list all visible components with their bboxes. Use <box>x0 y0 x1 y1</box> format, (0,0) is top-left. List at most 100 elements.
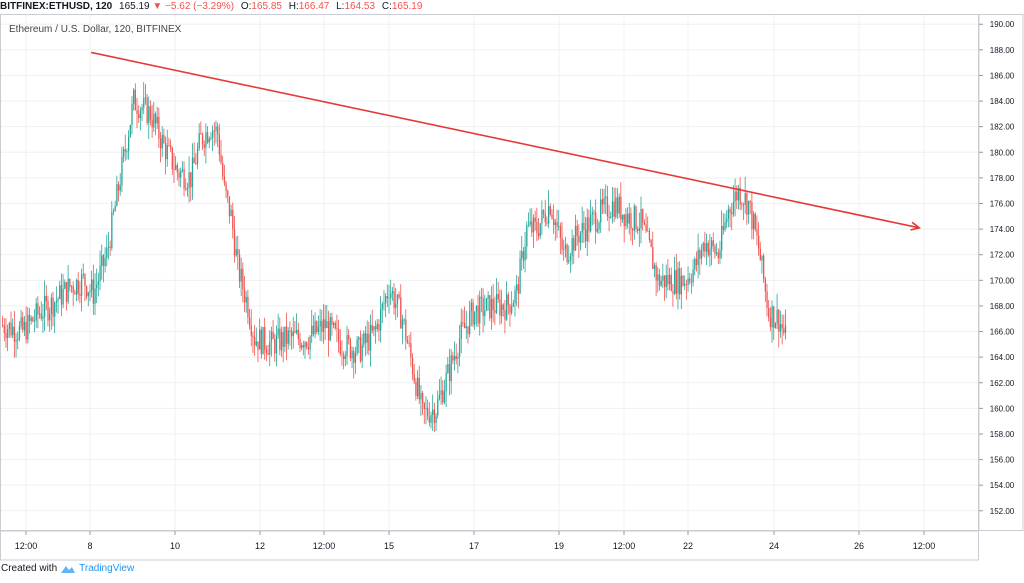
candle <box>489 294 491 321</box>
candle <box>766 283 768 317</box>
candle <box>329 312 331 342</box>
candles <box>2 82 787 433</box>
candle <box>223 164 226 187</box>
candle <box>47 295 49 327</box>
x-tick-label: 12:00 <box>15 541 38 551</box>
trendline[interactable] <box>90 51 920 229</box>
candle <box>438 379 441 401</box>
candle <box>312 315 315 337</box>
candle <box>190 172 192 202</box>
y-tick-label: 156.00 <box>990 456 1015 465</box>
candle <box>526 221 528 260</box>
candle <box>164 136 167 175</box>
candle <box>97 272 100 297</box>
candle <box>447 356 449 375</box>
x-tick-label: 8 <box>87 541 92 551</box>
candle <box>324 304 326 341</box>
candle <box>171 146 173 175</box>
candle <box>591 206 593 226</box>
candle <box>687 266 689 292</box>
candle <box>559 222 562 255</box>
candle <box>107 232 110 260</box>
candle <box>264 317 266 360</box>
candle <box>247 289 249 324</box>
candle <box>430 411 432 429</box>
candle <box>52 291 54 327</box>
candle <box>301 342 303 351</box>
candle <box>731 203 733 231</box>
y-tick-label: 162.00 <box>990 379 1015 388</box>
candle <box>170 139 172 152</box>
series-legend: Ethereum / U.S. Dollar, 120, BITFINEX <box>9 24 182 35</box>
candle <box>643 219 646 226</box>
candle <box>218 123 221 162</box>
candle <box>768 300 770 322</box>
candle <box>59 280 61 300</box>
candle <box>522 247 525 270</box>
candle <box>38 306 41 319</box>
candle <box>40 301 42 321</box>
candle <box>233 216 236 263</box>
candle <box>410 331 412 367</box>
candle <box>605 184 607 215</box>
candle <box>751 191 753 240</box>
candle <box>710 236 713 266</box>
candle <box>89 284 91 302</box>
candle <box>388 285 390 314</box>
candle <box>406 336 409 344</box>
price-scale[interactable] <box>978 14 1024 531</box>
candle <box>351 346 353 368</box>
candle <box>467 326 469 344</box>
candle <box>450 349 452 395</box>
candle <box>632 227 634 246</box>
candle <box>18 320 21 342</box>
candle <box>260 326 263 359</box>
candle <box>548 189 550 229</box>
candle <box>210 132 212 141</box>
candle <box>373 325 375 337</box>
candle <box>494 296 496 325</box>
price-chart[interactable]: 152.00 154.00 156.00 158.00 160.00 162.00 164.… <box>0 14 1024 561</box>
candle <box>475 305 478 327</box>
candle <box>458 324 461 367</box>
candle <box>109 240 111 256</box>
candle <box>519 250 521 294</box>
candle <box>674 256 676 296</box>
candle <box>759 242 761 261</box>
candle <box>689 272 691 285</box>
y-tick-label: 154.00 <box>990 481 1015 490</box>
candle <box>500 289 503 324</box>
open-value: 165.85 <box>251 1 282 12</box>
candle <box>280 326 283 357</box>
x-tick-label: 22 <box>683 541 693 551</box>
candle <box>425 396 427 425</box>
candle <box>87 291 89 307</box>
candle <box>257 341 259 362</box>
symbol-name[interactable]: BITFINEX:ETHUSD, 120 <box>0 1 113 12</box>
candle <box>563 239 565 261</box>
candle <box>764 276 767 302</box>
candle <box>136 98 138 129</box>
candle <box>746 190 748 225</box>
candle <box>196 142 199 170</box>
candle <box>82 263 84 279</box>
candle <box>3 318 5 342</box>
candle <box>188 156 190 203</box>
high-label: H: <box>288 1 299 12</box>
candle <box>201 132 204 150</box>
candle <box>331 312 333 336</box>
candle <box>773 305 775 340</box>
tradingview-logo-icon <box>61 565 76 573</box>
candle <box>32 316 34 323</box>
candle <box>225 181 227 199</box>
candle <box>569 252 572 273</box>
candle <box>289 321 291 346</box>
candle <box>401 314 404 345</box>
candle <box>363 330 365 348</box>
candle <box>403 317 405 325</box>
candle <box>482 288 484 333</box>
candle <box>91 270 93 298</box>
footer-brand[interactable]: TradingView <box>79 563 135 574</box>
time-scale[interactable] <box>0 530 979 561</box>
candle <box>212 125 214 152</box>
